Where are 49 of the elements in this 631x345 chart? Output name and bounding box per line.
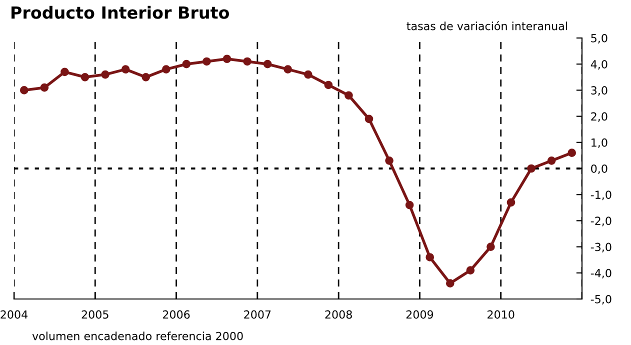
point [568, 148, 576, 158]
x-tick-label: 2008 [325, 310, 352, 319]
chart-title: Producto Interior Bruto [12, 6, 230, 19]
point [547, 156, 556, 165]
y-tick-label: -1,0 [590, 190, 612, 200]
y-tick-label: -3,0 [590, 242, 612, 252]
y-tick-label: 0,0 [591, 164, 608, 174]
point [344, 91, 353, 100]
point [222, 54, 232, 64]
x-tick-label: 2010 [488, 310, 514, 319]
point [60, 68, 69, 76]
y-tick-label: 1,0 [592, 138, 608, 148]
point [182, 60, 191, 68]
text: volumen encadenado referencia 2000 [32, 332, 243, 340]
y-tick-label: 4,0 [590, 60, 608, 70]
point [142, 72, 150, 82]
y-tick-label: 3,0 [591, 86, 608, 96]
x-tick-label: 2005 [82, 310, 108, 319]
y-tick-label: 2,0 [591, 112, 608, 122]
point [446, 279, 454, 288]
point [40, 83, 49, 92]
point [263, 60, 272, 68]
point [304, 70, 312, 79]
chart-subtitle: tasas de variación interanual [406, 21, 567, 30]
point [121, 65, 130, 74]
point [80, 72, 90, 82]
point [506, 198, 516, 207]
point [20, 86, 28, 94]
y-tick-label: -5,0 [590, 294, 612, 305]
y-tick-label: 5,0 [591, 34, 608, 44]
x-tick-label: 2006 [162, 310, 190, 319]
y-tick-label: -2,0 [590, 216, 612, 226]
point [162, 65, 170, 74]
x-tick-label: 2009 [406, 310, 434, 319]
point [385, 156, 394, 165]
point [364, 114, 374, 124]
point [202, 57, 211, 66]
x-tick-label: 2004 [0, 310, 28, 319]
point [324, 80, 333, 90]
point [284, 65, 292, 74]
y-tick-label: -4,0 [590, 268, 612, 278]
point [243, 57, 252, 66]
point [426, 253, 434, 262]
point [101, 70, 110, 79]
x-tick-label: 2007 [244, 310, 271, 319]
point [466, 266, 475, 274]
point [527, 164, 536, 173]
point [405, 200, 414, 210]
point [486, 242, 495, 251]
